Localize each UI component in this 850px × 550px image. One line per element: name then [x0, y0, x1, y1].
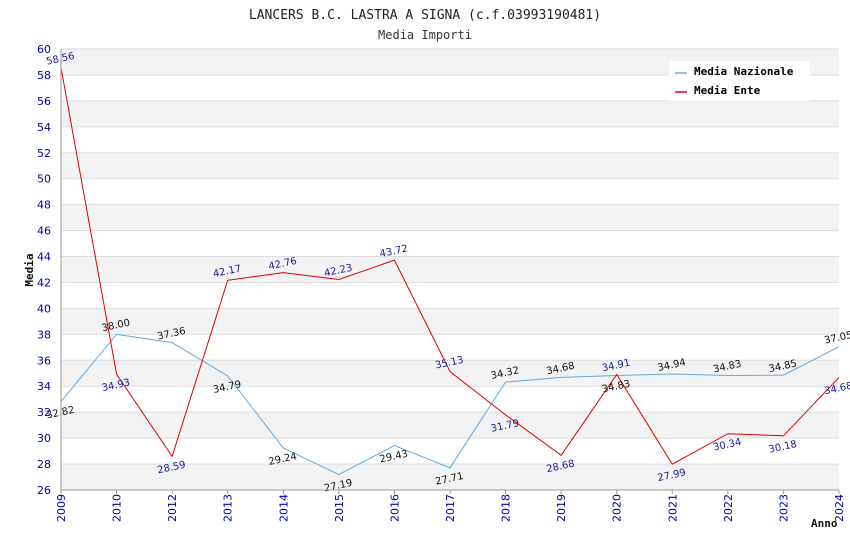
y-axis-label: Media: [23, 253, 36, 286]
y-tick-label: 44: [37, 251, 51, 264]
y-tick-label: 32: [37, 406, 51, 419]
y-tick-label: 30: [37, 432, 51, 445]
x-tick-label: 2020: [611, 494, 624, 522]
y-tick-label: 42: [37, 276, 51, 289]
grid-band: [61, 464, 839, 490]
x-tick-label: 2018: [500, 494, 513, 522]
y-tick-label: 46: [37, 225, 51, 238]
y-tick-label: 58: [37, 69, 51, 82]
chart-subtitle: Media Importi: [378, 28, 472, 42]
x-axis-ticks: 2009 2010 2012 2013 2014 2015 2016 2017 2018 2019…: [55, 490, 846, 522]
y-tick-label: 50: [37, 173, 51, 186]
series-layer: [60, 67, 840, 476]
grid-band: [61, 152, 839, 179]
y-tick-label: 28: [37, 458, 51, 471]
legend-box: [669, 61, 810, 101]
y-tick-label: 38: [37, 328, 51, 341]
data-label: 37.05: [823, 330, 850, 347]
x-tick-label: 2014: [277, 494, 290, 522]
grid-band: [61, 386, 839, 413]
grid-band: [61, 178, 839, 205]
legend: Media Nazionale Media Ente: [669, 61, 810, 101]
grid-band: [61, 126, 839, 153]
y-tick-label: 52: [37, 147, 51, 160]
grid-band: [61, 230, 839, 257]
x-tick-label: 2017: [444, 494, 457, 522]
y-tick-label: 56: [37, 95, 51, 108]
x-tick-label: 2023: [777, 494, 790, 522]
x-tick-label: 2022: [722, 494, 735, 522]
grid-band: [61, 282, 839, 309]
grid-band: [61, 204, 839, 231]
y-tick-label: 48: [37, 199, 51, 212]
x-axis-label: Anno: [811, 517, 838, 530]
grid-bands: [61, 49, 839, 490]
y-tick-label: 54: [37, 121, 51, 134]
legend-label-media-ente: Media Ente: [694, 84, 761, 97]
grid-band: [61, 412, 839, 439]
chart-title: LANCERS B.C. LASTRA A SIGNA (c.f.0399319…: [249, 8, 601, 23]
x-tick-label: 2013: [222, 494, 235, 522]
x-tick-label: 2016: [388, 494, 401, 522]
x-tick-label: 2012: [166, 494, 179, 522]
y-tick-label: 34: [37, 380, 51, 393]
x-tick-label: 2009: [55, 494, 68, 522]
x-tick-label: 2019: [555, 494, 568, 522]
x-tick-label: 2010: [111, 494, 124, 522]
x-tick-label: 2015: [333, 494, 346, 522]
y-tick-label: 40: [37, 302, 51, 315]
grid-band: [61, 256, 839, 283]
y-axis-ticks: 26 28 30 32 34 36 38 40 42 44 46 48 50 52 54 56 58 60: [37, 43, 51, 497]
x-tick-label: 2021: [666, 494, 679, 522]
y-tick-label: 36: [37, 354, 51, 367]
grid-band: [61, 100, 839, 127]
y-tick-label: 26: [37, 484, 51, 497]
grid-band: [61, 360, 839, 387]
grid-band: [61, 334, 839, 361]
legend-label-media-nazionale: Media Nazionale: [694, 65, 794, 78]
series-line-media-nazionale: [60, 333, 840, 476]
data-label: 34.68: [823, 381, 850, 398]
grid-band: [61, 438, 839, 465]
x-tick-label: 2024: [833, 494, 846, 522]
y-tick-label: 60: [37, 43, 51, 56]
series-line-media-ente: [60, 67, 840, 465]
grid-band: [61, 308, 839, 335]
